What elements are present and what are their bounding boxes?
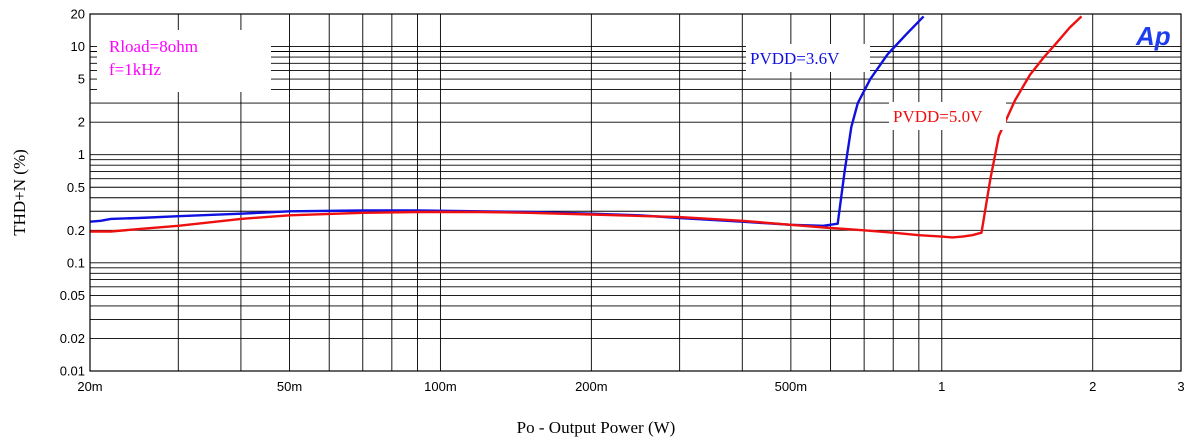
annotation-rload: Rload=8ohm <box>109 37 198 56</box>
y-tick-label-9: 10 <box>71 39 85 54</box>
y-tick-labels: 0.01 0.02 0.05 0.1 0.2 0.5 1 2 5 10 20 <box>60 7 85 379</box>
x-axis-title: Po - Output Power (W) <box>517 418 676 437</box>
y-axis-title: THD+N (%) <box>10 149 29 236</box>
ap-logo-icon: Ap <box>1135 21 1171 51</box>
x-tick-labels: 20m 50m 100m 200m 500m 1 2 3 <box>77 379 1184 394</box>
annotation-pvdd-5-0v: PVDD=5.0V <box>893 107 983 126</box>
x-tick-label-1: 50m <box>277 379 302 394</box>
plot-frame <box>89 13 1182 372</box>
x-tick-label-4: 500m <box>775 379 808 394</box>
annotation-frequency: f=1kHz <box>109 60 162 79</box>
y-tick-label-4: 0.2 <box>67 223 85 238</box>
x-tick-label-2: 100m <box>424 379 457 394</box>
y-tick-label-2: 0.05 <box>60 288 85 303</box>
y-tick-label-8: 5 <box>78 72 85 87</box>
y-tick-label-5: 0.5 <box>67 180 85 195</box>
x-tick-label-6: 2 <box>1089 379 1096 394</box>
y-tick-label-3: 0.1 <box>67 255 85 270</box>
y-tick-label-0: 0.01 <box>60 364 85 379</box>
y-tick-label-7: 2 <box>78 115 85 130</box>
annotation-box-pvdd36 <box>746 44 870 72</box>
y-tick-label-10: 20 <box>71 7 85 22</box>
x-tick-label-5: 1 <box>938 379 945 394</box>
annotation-box-conditions <box>97 30 271 92</box>
x-tick-label-0: 20m <box>77 379 102 394</box>
y-tick-label-1: 0.02 <box>60 331 85 346</box>
x-tick-label-3: 200m <box>575 379 608 394</box>
y-tick-label-6: 1 <box>78 147 85 162</box>
x-tick-label-7: 3 <box>1177 379 1184 394</box>
series-lines <box>89 15 1083 239</box>
series-line-1 <box>90 15 1083 239</box>
annotation-box-pvdd50 <box>889 102 1006 130</box>
annotation-pvdd-3-6v: PVDD=3.6V <box>750 49 840 68</box>
